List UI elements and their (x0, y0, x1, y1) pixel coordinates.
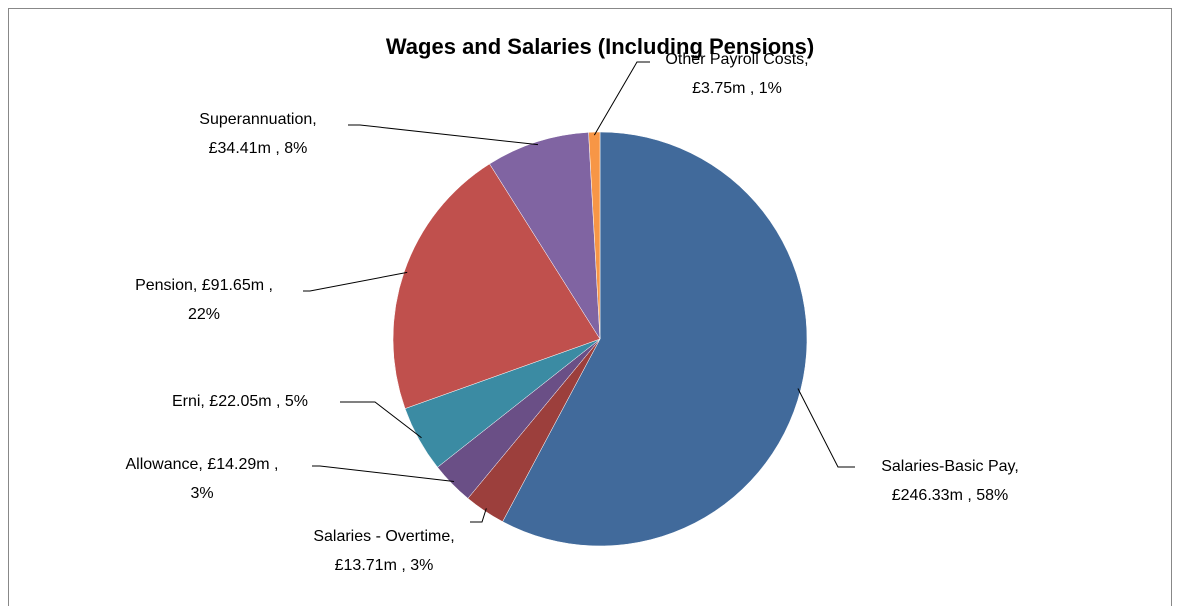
data-label: £34.41m , 8% (209, 140, 308, 157)
data-label: Other Payroll Costs, (665, 51, 808, 68)
pie-slice (392, 163, 601, 409)
data-label: £13.71m , 3% (335, 557, 434, 574)
pie-slice (588, 131, 601, 340)
data-label: Allowance, £14.29m , (126, 456, 279, 473)
chart-title: Wages and Salaries (Including Pensions) (386, 34, 814, 59)
leader-line (593, 61, 650, 136)
leader-line (312, 465, 455, 483)
data-label: Pension, £91.65m , (135, 277, 273, 294)
data-label: 22% (188, 306, 220, 323)
data-label: Erni, £22.05m , 5% (172, 393, 308, 410)
leader-line (340, 401, 422, 439)
leader-line (797, 388, 855, 468)
data-label: 3% (190, 485, 213, 502)
data-label: Salaries - Overtime, (313, 528, 454, 545)
leader-line (470, 508, 487, 523)
pie-slice (502, 131, 808, 547)
pie-slice (489, 132, 601, 340)
leader-line (303, 271, 408, 292)
data-label: £3.75m , 1% (692, 80, 782, 97)
data-label: £246.33m , 58% (892, 487, 1009, 504)
data-label: Superannuation, (199, 111, 316, 128)
leader-line (348, 124, 539, 146)
data-label: Salaries-Basic Pay, (881, 458, 1019, 475)
